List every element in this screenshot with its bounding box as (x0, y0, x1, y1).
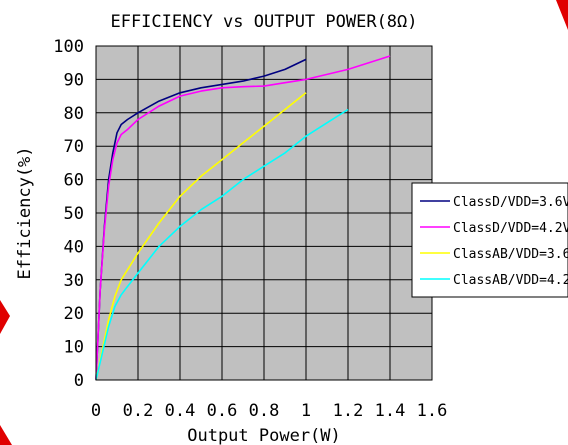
x-axis-label: Output Power(W) (187, 426, 341, 445)
legend-label: ClassAB/VDD=4.2V (453, 273, 568, 288)
series-line-4 (95, 108, 349, 381)
y-tick-label: 60 (64, 171, 84, 191)
x-tick-label: 1.6 (417, 401, 448, 421)
series-line-3 (95, 92, 307, 381)
y-tick-label: 0 (74, 371, 84, 391)
y-tick-label: 80 (64, 104, 84, 124)
series-layer (95, 55, 391, 381)
legend: ClassD/VDD=3.6V ClassD/VDD=4.2V ClassAB/VD… (420, 195, 568, 288)
x-tick-label: 0.4 (165, 401, 196, 421)
legend-label: ClassAB/VDD=3.6V (453, 247, 568, 262)
series-line-2 (95, 55, 391, 381)
y-tick-labels: 0 10 20 30 40 50 60 70 80 90 100 (53, 37, 84, 391)
y-tick-label: 90 (64, 70, 84, 90)
grid-lines (96, 46, 432, 380)
y-tick-label: 30 (64, 271, 84, 291)
legend-label: ClassD/VDD=4.2V (453, 221, 568, 236)
x-tick-label: 0.2 (123, 401, 154, 421)
y-axis-label: Efficiency(%) (15, 146, 35, 279)
legend-box (411, 182, 568, 298)
chart-title: EFFICIENCY vs OUTPUT POWER(8Ω) (110, 12, 417, 32)
x-tick-label: 1 (301, 401, 311, 421)
y-tick-label: 50 (64, 204, 84, 224)
x-tick-label: 1.4 (375, 401, 406, 421)
x-tick-labels: 0 0.2 0.4 0.6 0.8 1 1.2 1.4 1.6 (91, 401, 447, 421)
legend-label: ClassD/VDD=3.6V (453, 195, 568, 210)
x-tick-label: 0.6 (207, 401, 238, 421)
x-tick-label: 1.2 (333, 401, 364, 421)
y-tick-label: 70 (64, 137, 84, 157)
y-tick-label: 20 (64, 304, 84, 324)
y-tick-label: 40 (64, 237, 84, 257)
y-tick-label: 10 (64, 338, 84, 358)
x-tick-label: 0.8 (249, 401, 280, 421)
y-tick-label: 100 (53, 37, 84, 57)
x-tick-label: 0 (91, 401, 101, 421)
